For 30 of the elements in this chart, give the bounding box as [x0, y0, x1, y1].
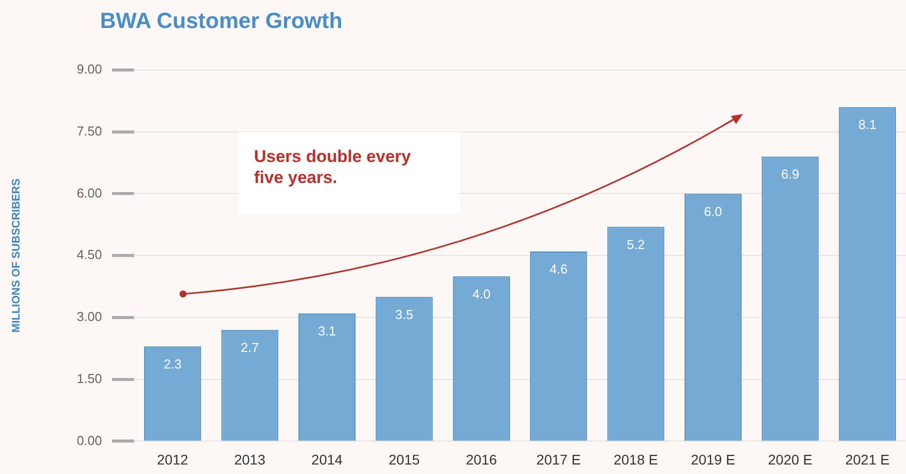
data-label: 3.5: [395, 306, 414, 322]
y-tick-label: 1.50: [76, 370, 102, 386]
data-label: 3.1: [318, 323, 336, 338]
annotation: Users double every five years.: [253, 146, 412, 189]
data-label: 2.7: [240, 340, 259, 355]
x-tick-label: 2016: [466, 451, 498, 468]
y-tick-label: 9.00: [76, 62, 102, 77]
y-tick-label: 0.00: [76, 432, 102, 448]
y-tick-label: 3.00: [76, 309, 102, 324]
data-label: 4.0: [472, 286, 490, 302]
x-tick-label: 2019 E: [690, 451, 736, 468]
x-tick-label: 2012: [157, 451, 188, 468]
y-axis-title: MILLIONS OF SUBSCRIBERS: [10, 178, 23, 333]
data-label: 6.9: [781, 166, 800, 182]
x-tick-label: 2015: [388, 451, 420, 468]
y-tick-label: 4.50: [76, 247, 102, 262]
y-tick-label: 7.50: [76, 123, 102, 138]
x-tick-label: 2013: [234, 451, 266, 468]
data-label: 8.1: [858, 117, 876, 132]
chart-title: BWA Customer Growth: [100, 8, 342, 34]
data-label: 5.2: [626, 236, 645, 252]
x-tick-label: 2014: [311, 451, 343, 468]
data-label: 4.6: [550, 262, 568, 277]
data-label: 2.3: [164, 356, 182, 372]
data-label: 6.0: [704, 204, 722, 219]
x-tick-label: 2020 E: [768, 451, 812, 468]
x-tick-label: 2018 E: [614, 451, 658, 468]
y-tick-label: 6.00: [76, 185, 102, 200]
x-tick-label: 2017 E: [536, 451, 581, 468]
x-tick-label: 2021 E: [845, 451, 890, 468]
